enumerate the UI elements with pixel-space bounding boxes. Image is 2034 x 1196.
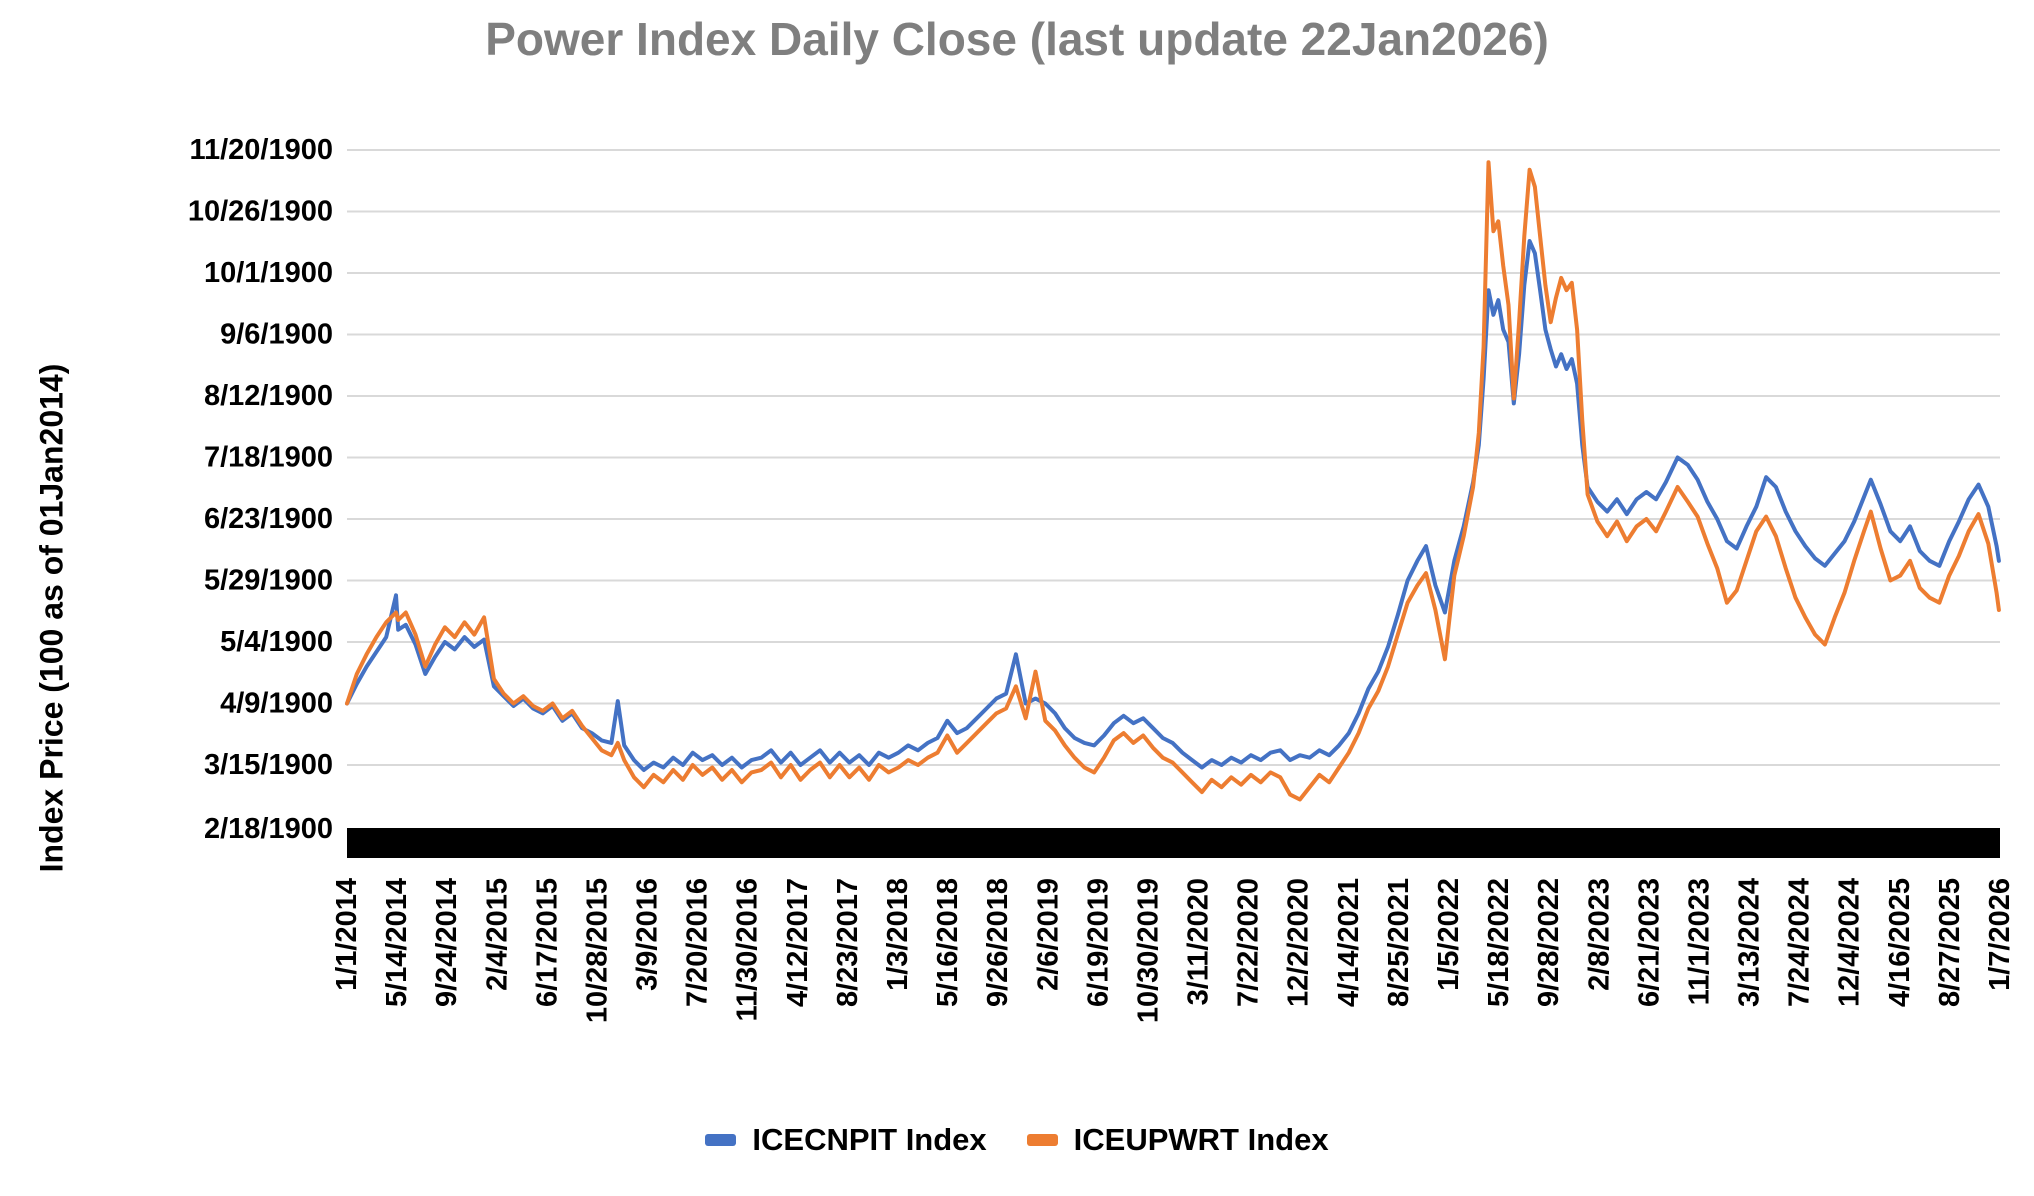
x-tick-label: 9/24/2014 — [431, 878, 463, 1007]
x-tick-label: 9/26/2018 — [982, 878, 1014, 1007]
x-tick-label: 10/30/2019 — [1133, 878, 1165, 1023]
x-tick-label: 6/21/2023 — [1633, 878, 1665, 1007]
y-tick-label: 4/9/1900 — [220, 688, 333, 720]
y-tick-label: 6/23/1900 — [204, 503, 333, 535]
x-tick-label: 5/14/2014 — [381, 878, 413, 1007]
x-tick-label: 2/4/2015 — [481, 878, 513, 991]
x-tick-label: 2/6/2019 — [1032, 878, 1064, 991]
x-tick-label: 1/7/2026 — [1984, 878, 2016, 991]
x-tick-label: 9/28/2022 — [1533, 878, 1565, 1007]
y-tick-label: 2/18/1900 — [204, 813, 333, 845]
y-tick-label: 7/18/1900 — [204, 442, 333, 474]
x-tick-label: 5/16/2018 — [932, 878, 964, 1007]
iceupwrt-series-line — [345, 160, 2001, 802]
y-tick-label: 11/20/1900 — [189, 134, 333, 166]
x-axis-bar — [347, 828, 2000, 858]
x-tick-label: 1/3/2018 — [882, 878, 914, 991]
y-tick-label: 8/12/1900 — [204, 380, 333, 412]
x-tick-label: 12/4/2024 — [1834, 878, 1866, 1007]
y-tick-label: 10/26/1900 — [188, 196, 333, 228]
x-tick-label: 6/19/2019 — [1082, 878, 1114, 1007]
x-tick-label: 6/17/2015 — [531, 878, 563, 1007]
x-tick-label: 4/12/2017 — [782, 878, 814, 1007]
y-tick-label: 10/1/1900 — [204, 257, 333, 289]
x-tick-label: 8/27/2025 — [1934, 878, 1966, 1007]
x-tick-label: 7/22/2020 — [1233, 878, 1265, 1007]
x-tick-label: 7/24/2024 — [1784, 878, 1816, 1007]
x-tick-label: 8/25/2021 — [1383, 878, 1415, 1007]
x-tick-label: 5/18/2022 — [1483, 878, 1515, 1007]
x-tick-label: 4/16/2025 — [1884, 878, 1916, 1007]
y-tick-label: 9/6/1900 — [220, 319, 333, 351]
y-tick-label: 3/15/1900 — [204, 749, 333, 781]
x-tick-label: 3/11/2020 — [1183, 878, 1215, 1005]
x-tick-label: 3/13/2024 — [1734, 878, 1766, 1007]
y-tick-label: 5/29/1900 — [204, 565, 333, 597]
chart-title: Power Index Daily Close (last update 22J… — [485, 13, 1549, 65]
x-tick-label: 4/14/2021 — [1333, 878, 1365, 1007]
icecnpit-series-swatch-icon — [705, 1134, 737, 1146]
legend-label-iceupwrt: ICEUPWRT Index — [1073, 1122, 1329, 1157]
x-tick-label: 8/23/2017 — [832, 878, 864, 1007]
x-tick-label: 2/8/2023 — [1583, 878, 1615, 991]
x-tick-label: 7/20/2016 — [682, 878, 714, 1007]
legend-item-icecnpit: ICECNPIT Index — [705, 1122, 987, 1158]
y-tick-label: 5/4/1900 — [220, 626, 333, 658]
x-tick-label: 3/9/2016 — [632, 878, 664, 991]
x-tick-label: 11/30/2016 — [732, 878, 764, 1022]
legend: ICECNPIT Index ICEUPWRT Index — [0, 1122, 2034, 1158]
icecnpit-series-line — [345, 239, 2001, 772]
x-tick-label: 1/1/2014 — [331, 878, 363, 991]
legend-label-icecnpit: ICECNPIT Index — [752, 1122, 987, 1157]
legend-item-iceupwrt: ICEUPWRT Index — [1026, 1122, 1329, 1158]
iceupwrt-series-swatch-icon — [1026, 1134, 1058, 1146]
x-tick-label: 1/5/2022 — [1433, 878, 1465, 991]
x-tick-label: 12/2/2020 — [1283, 878, 1315, 1007]
x-tick-label: 10/28/2015 — [582, 878, 614, 1023]
x-tick-label: 11/1/2023 — [1684, 878, 1716, 1005]
